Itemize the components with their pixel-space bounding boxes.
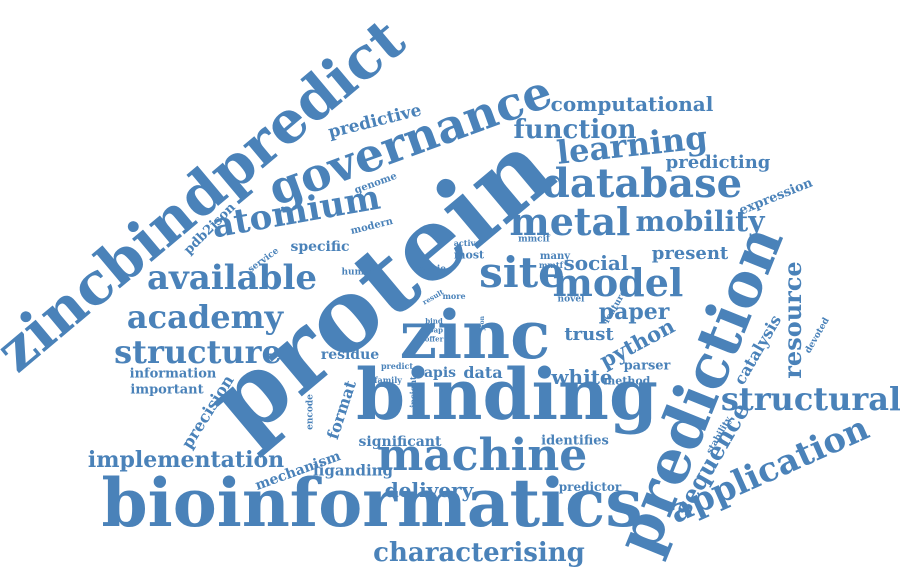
word: expression [737,175,815,219]
word: database [541,160,743,207]
word: many [539,251,571,262]
word: information [129,366,217,382]
word: apis [423,365,457,381]
word: liganding [312,461,394,480]
word: social [563,251,629,275]
word: ace [447,308,454,320]
word: white [551,365,613,389]
word: structure [114,333,282,371]
word: carrie [416,264,446,275]
word: academy [126,298,284,336]
word: family [374,375,402,385]
word: devoted [803,316,832,356]
word: available [147,258,317,298]
word: bioinformatics [101,464,643,542]
word: mmtf [538,260,564,270]
word: important [130,382,204,398]
word: more [442,291,466,301]
word: zinc [399,296,551,374]
word: significant [358,434,442,450]
word: machine [376,430,588,481]
word: novel [557,294,585,305]
word: residue [320,347,380,363]
word: implementation [87,447,285,473]
word: model [552,260,684,305]
word: method [603,374,651,388]
word: paper [598,299,670,325]
word: present [651,243,729,264]
word: mobility [635,205,765,238]
word: data [463,363,503,382]
word: active [453,238,481,248]
word: trust [564,324,614,345]
word: binding [356,353,658,436]
word: computational [550,92,714,116]
word: most [453,248,485,262]
word: parser [623,358,671,374]
word: site [479,248,565,297]
word: predicting [665,152,771,173]
word: encode [305,394,316,430]
word: metal [509,199,631,244]
word: predictor [558,480,622,494]
word: resource [778,261,807,379]
word: offer [424,334,444,344]
word: json [479,316,486,330]
word: delivery [384,478,474,502]
word: bind [425,316,443,326]
word: mmcif [518,234,550,245]
word: human [341,267,377,278]
word: function [513,115,637,145]
word: insight [408,376,418,408]
word: characterising [373,538,585,568]
word: structural [720,380,900,418]
word: specific [290,239,350,255]
word: soap [424,325,444,335]
word: identifies [541,433,609,449]
word: predict [380,361,414,371]
